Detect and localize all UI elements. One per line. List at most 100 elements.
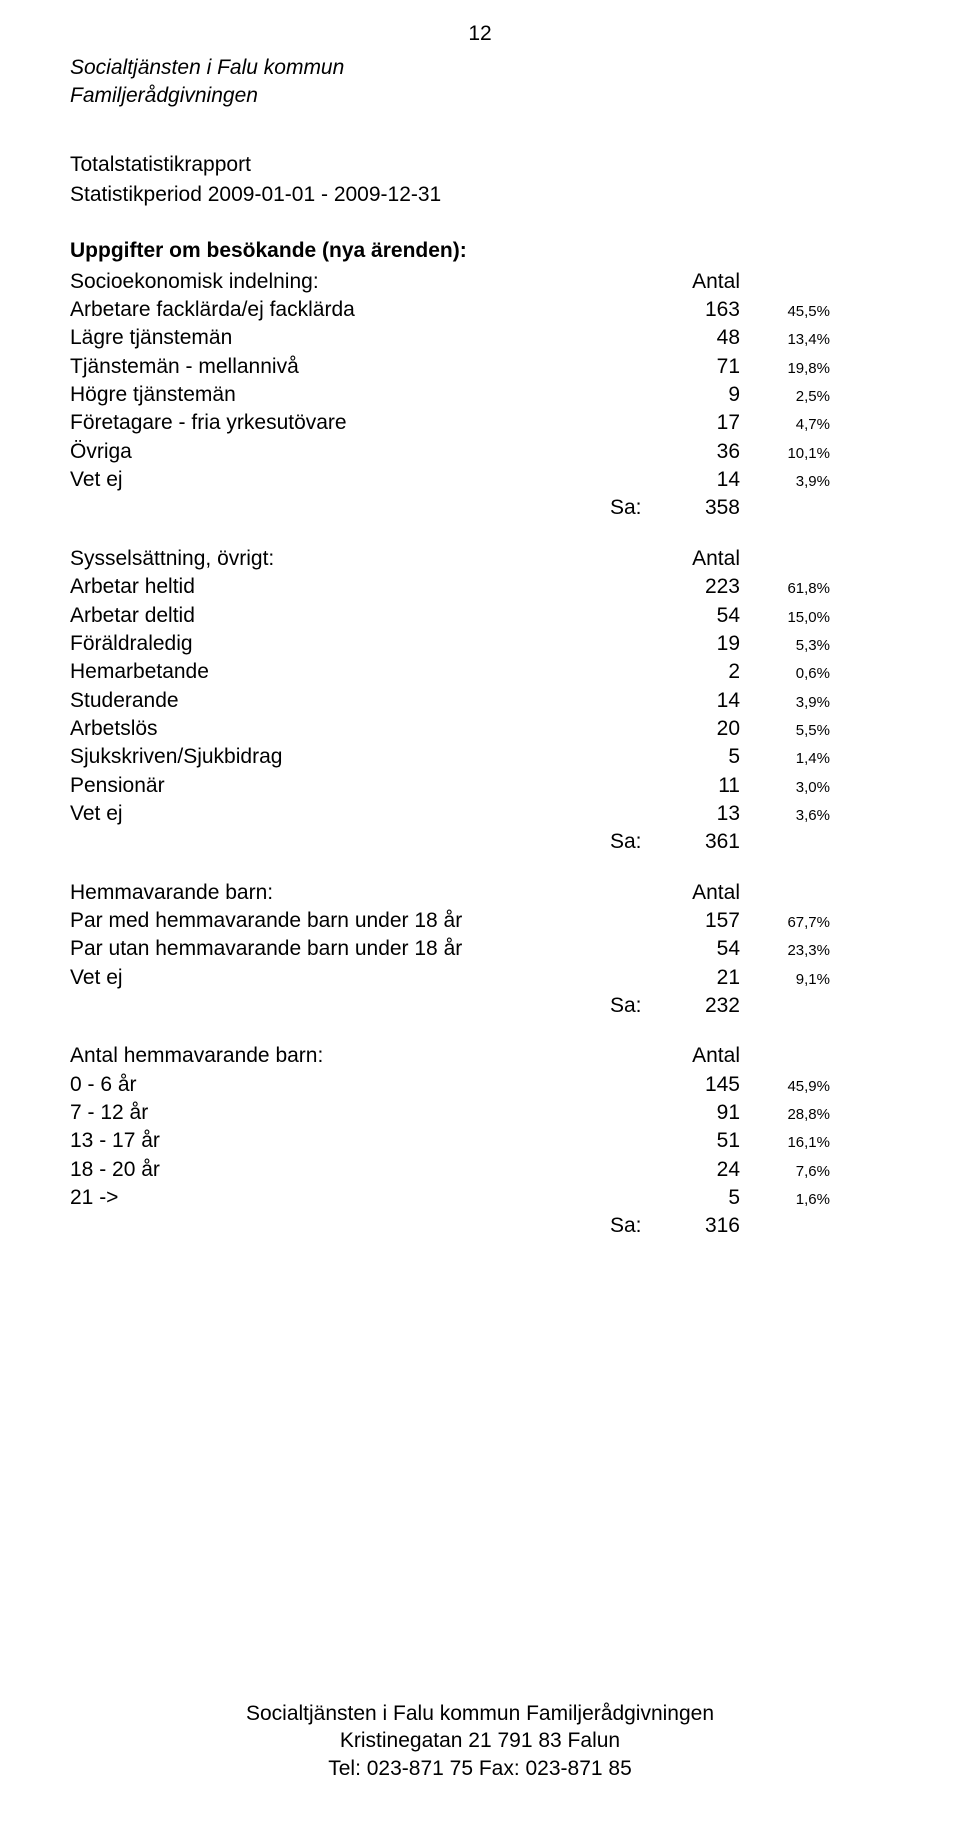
row-value: 21 bbox=[670, 964, 740, 992]
row-percent: 4,7% bbox=[740, 409, 830, 437]
row-percent: 67,7% bbox=[740, 907, 830, 935]
row-percent: 45,5% bbox=[740, 296, 830, 324]
table-row: Pensionär113,0% bbox=[70, 772, 830, 800]
blank-cell bbox=[610, 743, 670, 771]
blank-cell bbox=[740, 828, 830, 856]
row-value: 36 bbox=[670, 438, 740, 466]
table-row: Studerande143,9% bbox=[70, 687, 830, 715]
blank-cell bbox=[740, 545, 830, 573]
row-label: Pensionär bbox=[70, 772, 610, 800]
table-row: 21 ->51,6% bbox=[70, 1184, 830, 1212]
row-percent: 2,5% bbox=[740, 381, 830, 409]
table-row: Hemarbetande20,6% bbox=[70, 658, 830, 686]
row-percent: 1,6% bbox=[740, 1184, 830, 1212]
row-percent: 10,1% bbox=[740, 438, 830, 466]
table-row: Vet ej 219,1% bbox=[70, 964, 830, 992]
blank-cell bbox=[70, 494, 610, 522]
blank-cell bbox=[610, 907, 670, 935]
blank-cell bbox=[610, 800, 670, 828]
section-spacer bbox=[70, 1020, 890, 1042]
row-label: Arbetare facklärda/ej facklärda bbox=[70, 296, 610, 324]
total-label: Sa: bbox=[610, 494, 670, 522]
row-label: 21 -> bbox=[70, 1184, 610, 1212]
blank-cell bbox=[610, 1042, 670, 1070]
row-percent: 1,4% bbox=[740, 743, 830, 771]
header-line-2: Familjerådgivningen bbox=[70, 82, 890, 110]
row-label: Sjukskriven/Sjukbidrag bbox=[70, 743, 610, 771]
blank-cell bbox=[70, 1212, 610, 1240]
row-percent: 15,0% bbox=[740, 602, 830, 630]
row-value: 2 bbox=[670, 658, 740, 686]
table-row: Högre tjänstemän92,5% bbox=[70, 381, 830, 409]
table-row: Par med hemmavarande barn under 18 år157… bbox=[70, 907, 830, 935]
blank-cell bbox=[610, 1071, 670, 1099]
row-label: Lägre tjänstemän bbox=[70, 324, 610, 352]
row-percent: 9,1% bbox=[740, 964, 830, 992]
table-row: Vet ej133,6% bbox=[70, 800, 830, 828]
table-row: 13 - 17 år5116,1% bbox=[70, 1127, 830, 1155]
footer-line-2: Kristinegatan 21 791 83 Falun bbox=[0, 1727, 960, 1754]
page: 12 Socialtjänsten i Falu kommun Familjer… bbox=[0, 0, 960, 1822]
section-spacer bbox=[70, 1241, 890, 1263]
total-value: 232 bbox=[670, 992, 740, 1020]
blank-cell bbox=[610, 1184, 670, 1212]
row-percent: 0,6% bbox=[740, 658, 830, 686]
footer-line-1: Socialtjänsten i Falu kommun Familjerådg… bbox=[0, 1700, 960, 1727]
row-label: 13 - 17 år bbox=[70, 1127, 610, 1155]
row-value: 91 bbox=[670, 1099, 740, 1127]
stat-table: Socioekonomisk indelning:AntalArbetare f… bbox=[70, 268, 830, 523]
stat-table: Sysselsättning, övrigt:AntalArbetar helt… bbox=[70, 545, 830, 857]
row-percent: 7,6% bbox=[740, 1156, 830, 1184]
blank-cell bbox=[610, 879, 670, 907]
total-value: 358 bbox=[670, 494, 740, 522]
row-label: Arbetar heltid bbox=[70, 573, 610, 601]
row-value: 145 bbox=[670, 1071, 740, 1099]
row-label: Vet ej bbox=[70, 964, 610, 992]
table-header-row: Sysselsättning, övrigt:Antal bbox=[70, 545, 830, 573]
row-value: 54 bbox=[670, 935, 740, 963]
table-row: Övriga3610,1% bbox=[70, 438, 830, 466]
row-value: 223 bbox=[670, 573, 740, 601]
row-label: Arbetslös bbox=[70, 715, 610, 743]
blank-cell bbox=[70, 992, 610, 1020]
row-value: 13 bbox=[670, 800, 740, 828]
blank-cell bbox=[610, 1156, 670, 1184]
blank-cell bbox=[610, 296, 670, 324]
row-percent: 13,4% bbox=[740, 324, 830, 352]
row-value: 157 bbox=[670, 907, 740, 935]
header-line-1: Socialtjänsten i Falu kommun bbox=[70, 54, 890, 82]
table-row: Arbetare facklärda/ej facklärda 16345,5% bbox=[70, 296, 830, 324]
row-label: Par utan hemmavarande barn under 18 år bbox=[70, 935, 610, 963]
row-value: 20 bbox=[670, 715, 740, 743]
row-value: 163 bbox=[670, 296, 740, 324]
row-percent: 19,8% bbox=[740, 353, 830, 381]
column-header-antal: Antal bbox=[670, 1042, 740, 1070]
footer-line-3: Tel: 023-871 75 Fax: 023-871 85 bbox=[0, 1755, 960, 1782]
report-period: Statistikperiod 2009-01-01 - 2009-12-31 bbox=[70, 181, 890, 209]
row-label: Arbetar deltid bbox=[70, 602, 610, 630]
column-header-antal: Antal bbox=[670, 545, 740, 573]
row-value: 17 bbox=[670, 409, 740, 437]
section-spacer bbox=[70, 523, 890, 545]
total-value: 316 bbox=[670, 1212, 740, 1240]
row-percent: 61,8% bbox=[740, 573, 830, 601]
blank-cell bbox=[740, 992, 830, 1020]
blank-cell bbox=[740, 1042, 830, 1070]
table-row: Arbetslös205,5% bbox=[70, 715, 830, 743]
row-percent: 3,9% bbox=[740, 466, 830, 494]
blank-cell bbox=[610, 324, 670, 352]
row-value: 5 bbox=[670, 743, 740, 771]
blank-cell bbox=[610, 466, 670, 494]
table-total-row: Sa:358 bbox=[70, 494, 830, 522]
stat-table: Hemmavarande barn:AntalPar med hemmavara… bbox=[70, 879, 830, 1021]
report-title: Totalstatistikrapport bbox=[70, 151, 890, 179]
row-value: 71 bbox=[670, 353, 740, 381]
blank-cell bbox=[610, 573, 670, 601]
table-row: Par utan hemmavarande barn under 18 år 54… bbox=[70, 935, 830, 963]
blank-cell bbox=[610, 1127, 670, 1155]
blank-cell bbox=[610, 353, 670, 381]
table-row: 18 - 20 år247,6% bbox=[70, 1156, 830, 1184]
section-heading: Socioekonomisk indelning: bbox=[70, 268, 610, 296]
row-percent: 28,8% bbox=[740, 1099, 830, 1127]
section-heading: Antal hemmavarande barn: bbox=[70, 1042, 610, 1070]
